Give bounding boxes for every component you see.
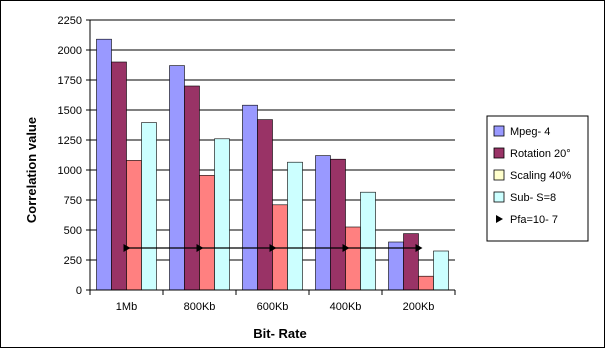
threshold-point [415, 244, 423, 252]
y-tick-label: 2000 [58, 45, 82, 57]
legend-entry-label: Rotation 20° [510, 148, 571, 160]
x-axis-title: Bit- Rate [253, 326, 306, 341]
bar-1-3 [330, 158, 346, 291]
x-tick-label: 600Kb [257, 301, 289, 313]
bar-2-3 [345, 226, 361, 291]
legend-swatch [493, 191, 505, 203]
x-tick-label: 200Kb [403, 301, 435, 313]
y-tick-label: 750 [64, 195, 82, 207]
bar-3-1 [214, 138, 230, 291]
bar-3-2 [287, 161, 303, 291]
y-tick-label: 0 [76, 285, 82, 297]
bar-1-2 [257, 119, 273, 291]
bar-1-1 [184, 85, 200, 291]
y-tick-label: 1500 [58, 105, 82, 117]
y-axis-title: Correlation value [24, 117, 39, 223]
bar-3-0 [141, 122, 157, 291]
legend-entry-label: Mpeg- 4 [510, 126, 550, 138]
bar-0-3 [315, 155, 331, 291]
threshold-point [123, 244, 131, 252]
y-tick-label: 500 [64, 225, 82, 237]
legend-swatch [493, 169, 505, 181]
threshold-point [269, 244, 277, 252]
legend: Mpeg- 4 Rotation 20° Scaling 40% Sub- S=8 Pf… [486, 115, 589, 242]
threshold-series [123, 244, 423, 252]
legend-entry-label: Pfa=10- 7 [510, 214, 558, 226]
x-tick-labels: 1Mb 800Kb 600Kb 400Kb 200Kb [89, 290, 456, 313]
bar-0-0 [96, 38, 112, 291]
bar-1-0 [111, 61, 127, 291]
legend-marker [496, 215, 503, 223]
bar-3-3 [360, 191, 376, 291]
legend-swatch [493, 125, 505, 137]
x-tick-label: 1Mb [116, 301, 137, 313]
bar-3-4 [433, 250, 449, 291]
bar-0-2 [242, 104, 258, 291]
bar-1-4 [403, 233, 419, 291]
legend-entry-label: Sub- S=8 [510, 192, 556, 204]
axes [89, 20, 455, 291]
threshold-point [342, 244, 350, 252]
y-tick-labels: 0 250 500 750 1000 1250 1500 1750 2000 2250 [58, 15, 90, 297]
bar-0-1 [169, 65, 185, 291]
bar-2-0 [126, 160, 142, 291]
y-tick-label: 1000 [58, 165, 82, 177]
y-tick-label: 2250 [58, 15, 82, 27]
legend-entry-label: Scaling 40% [510, 170, 571, 182]
bar-2-4 [418, 275, 434, 291]
y-tick-label: 1250 [58, 135, 82, 147]
y-tick-label: 250 [64, 255, 82, 267]
x-tick-label: 800Kb [184, 301, 216, 313]
threshold-point [196, 244, 204, 252]
x-tick-label: 400Kb [330, 301, 362, 313]
y-tick-label: 1750 [58, 75, 82, 87]
bar-2-1 [199, 175, 215, 291]
legend-swatch [493, 147, 505, 159]
bar-0-4 [388, 241, 404, 291]
